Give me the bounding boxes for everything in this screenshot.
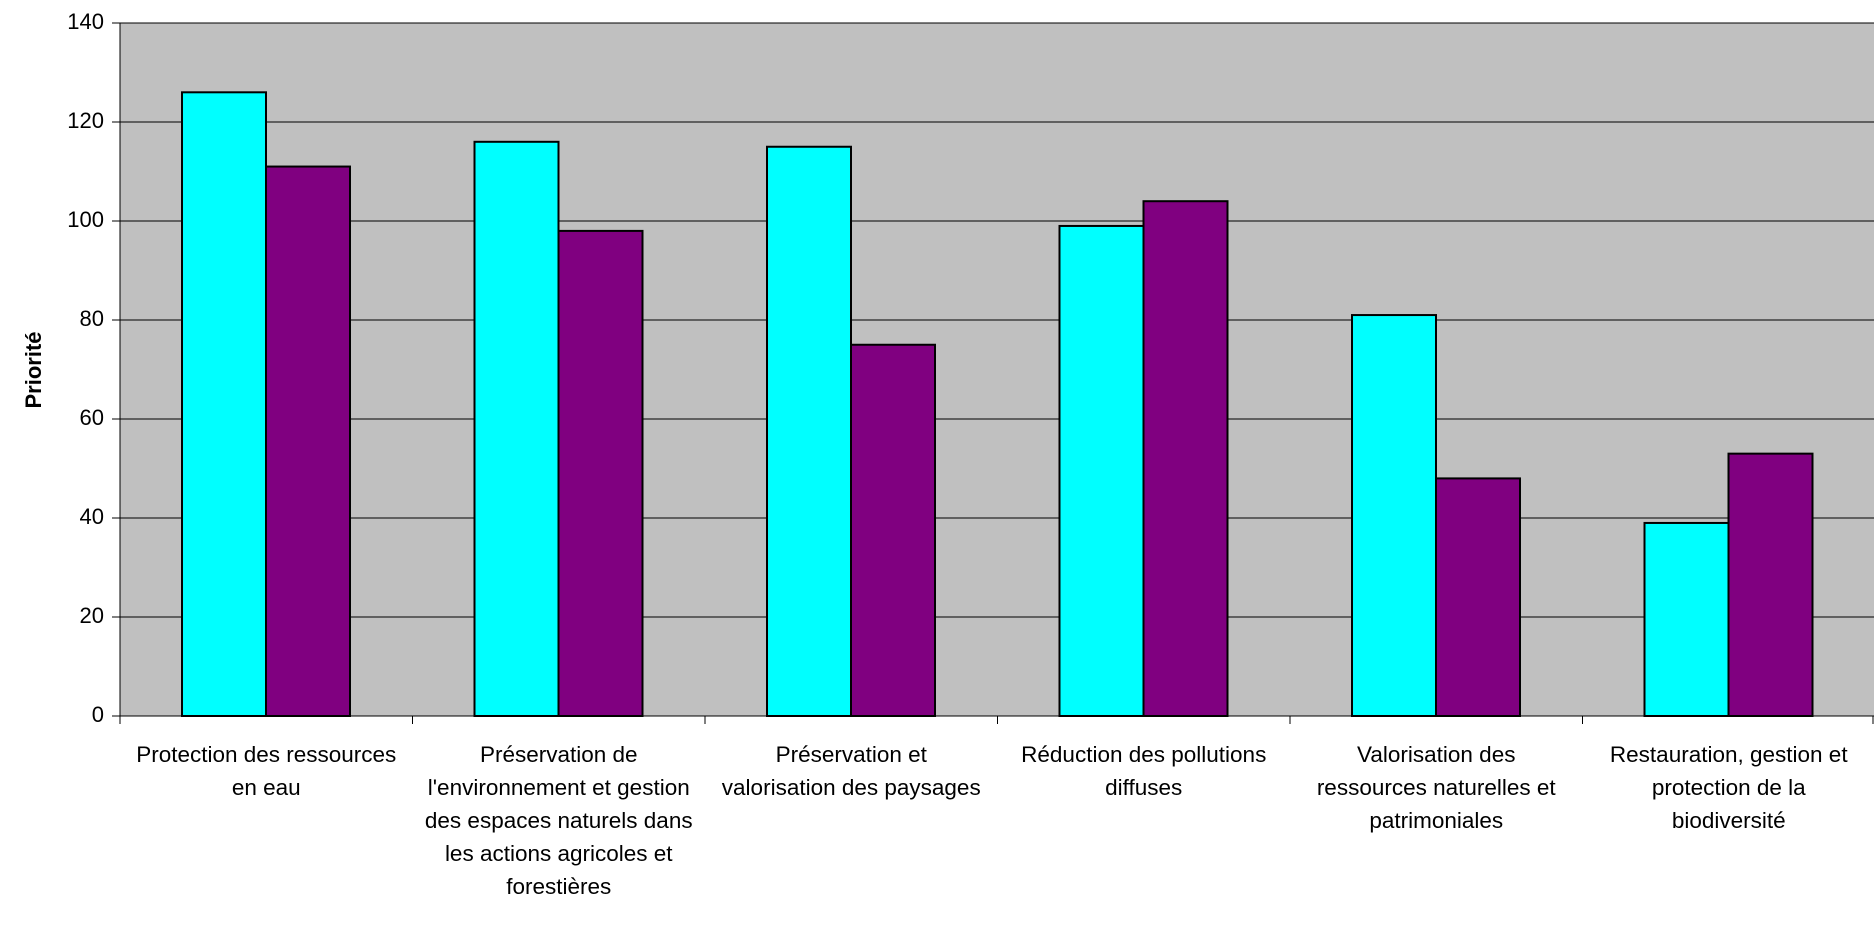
y-tick-label: 120	[67, 108, 104, 133]
bar-series-2	[1727, 452, 1814, 717]
y-tick-label: 60	[80, 405, 104, 430]
axes	[112, 22, 1874, 724]
y-tick-label: 100	[67, 207, 104, 232]
y-tick-label: 0	[92, 702, 104, 727]
x-category-label: Restauration, gestion et protection de l…	[1609, 742, 1848, 833]
bar-series-2	[1435, 477, 1521, 717]
x-category-label: Préservation et valorisation des paysage…	[721, 742, 981, 800]
y-axis-label: Priorité	[21, 331, 46, 408]
x-category-label: Réduction des pollutions diffuses	[1021, 742, 1267, 800]
bar-series-1	[1058, 224, 1145, 717]
x-category-label: Protection des ressources en eau	[136, 742, 397, 800]
y-tick-label: 80	[80, 306, 104, 331]
bar-series-2	[850, 343, 936, 717]
gridlines	[120, 22, 1874, 618]
bar-series-1	[766, 145, 852, 717]
y-tick-label: 140	[67, 9, 104, 34]
y-tick-label: 20	[80, 603, 104, 628]
x-category-label: Valorisation des ressources naturelles e…	[1316, 742, 1556, 833]
bar-series-1	[181, 91, 267, 718]
bar-series-1	[1351, 314, 1437, 717]
bar-series-2	[557, 229, 644, 717]
plot-area	[120, 23, 1874, 716]
bar-series-2	[265, 165, 351, 718]
y-tick-label: 40	[80, 504, 104, 529]
bar-series-1	[1643, 521, 1730, 718]
bar-series-1	[473, 140, 560, 718]
x-category-label: Préservation de l'environnement et gesti…	[424, 742, 693, 899]
bar-series-2	[1142, 200, 1229, 717]
y-tick-labels: 0 20 40 60 80 100 120 140	[67, 9, 104, 727]
